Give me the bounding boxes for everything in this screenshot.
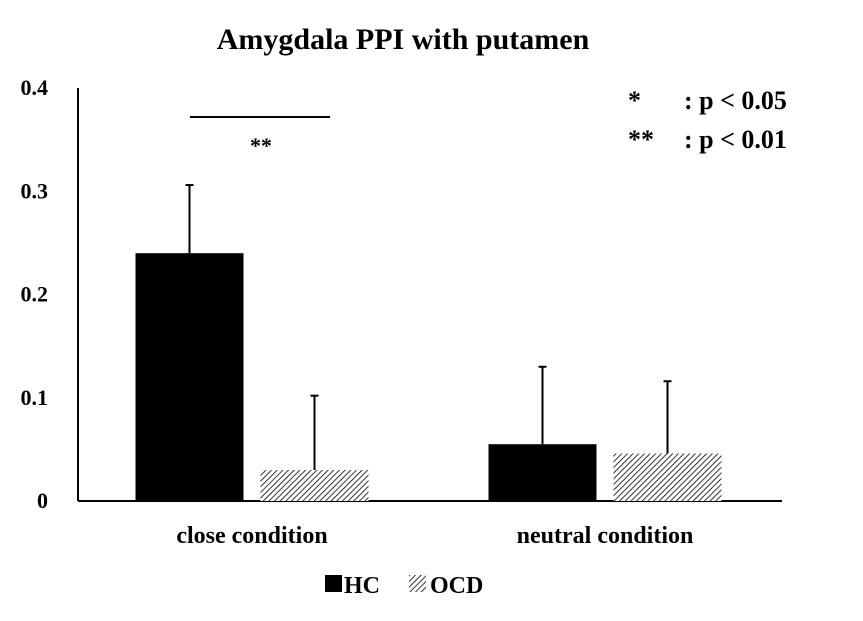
y-tick-labels: 0 0.1 0.2 0.3 0.4 bbox=[21, 75, 49, 513]
annotation-1-text: : p < 0.05 bbox=[684, 86, 787, 115]
bar-hc bbox=[488, 444, 597, 501]
y-tick-label: 0.2 bbox=[21, 282, 49, 307]
y-tick-label: 0 bbox=[37, 488, 48, 513]
bar-ocd bbox=[260, 470, 369, 501]
y-tick-label: 0.3 bbox=[21, 178, 49, 203]
bars bbox=[135, 253, 722, 501]
annotation-2-symbol: ** bbox=[628, 125, 654, 154]
error-bars bbox=[185, 184, 672, 471]
y-axis: 0 0.1 0.2 0.3 0.4 bbox=[21, 75, 79, 513]
y-tick-label: 0.1 bbox=[21, 385, 49, 410]
y-tick-label: 0.4 bbox=[21, 75, 49, 100]
legend-swatch-hc bbox=[325, 575, 342, 592]
legend: HC OCD bbox=[325, 573, 483, 599]
annotation-1-symbol: * bbox=[628, 86, 641, 115]
legend-label-ocd: OCD bbox=[430, 573, 483, 599]
x-tick-label: neutral condition bbox=[517, 523, 694, 549]
significance-marker: ** bbox=[250, 133, 272, 158]
x-tick-labels: close condition neutral condition bbox=[176, 523, 693, 549]
annotation-2-text: : p < 0.01 bbox=[684, 125, 787, 154]
legend-label-hc: HC bbox=[344, 573, 380, 599]
chart-title: Amygdala PPI with putamen bbox=[217, 23, 590, 56]
legend-swatch-ocd bbox=[409, 575, 426, 592]
p-value-annotations: * : p < 0.05 ** : p < 0.01 bbox=[628, 86, 787, 154]
x-tick-label: close condition bbox=[176, 523, 327, 549]
bar-hc bbox=[135, 253, 244, 501]
bar-ocd bbox=[613, 453, 722, 501]
significance-bracket: ** bbox=[190, 116, 330, 158]
